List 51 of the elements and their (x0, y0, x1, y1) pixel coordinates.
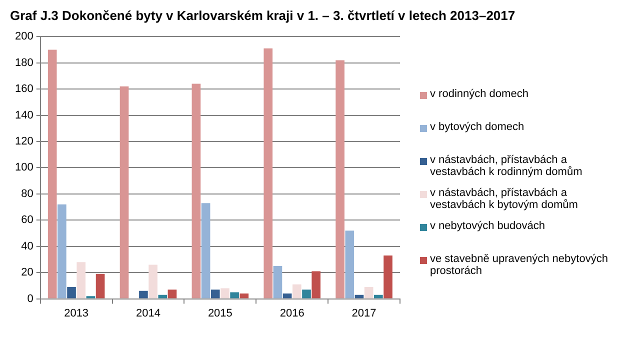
bar (67, 287, 76, 298)
y-tick-label: 200 (14, 30, 34, 43)
legend-label: v nebytových budovách (430, 220, 545, 232)
y-tick-label: 0 (27, 292, 34, 305)
bar (58, 204, 66, 298)
bar (292, 284, 302, 298)
legend-label: ve stavebně upravených nebytových prostorách (430, 253, 609, 277)
y-tick-label: 60 (21, 214, 34, 226)
y-tick-label: 160 (14, 83, 34, 96)
bar (120, 86, 129, 298)
bar (364, 287, 374, 298)
bar (192, 84, 201, 298)
bar (230, 292, 239, 298)
bar (264, 48, 273, 298)
x-tick-label: 2013 (64, 307, 89, 320)
y-tick-label: 120 (14, 136, 34, 148)
x-tick-label: 2015 (208, 307, 232, 320)
bar (312, 271, 320, 298)
legend-label: v rodinných domech (430, 88, 528, 100)
y-tick-label: 40 (21, 240, 34, 252)
bar (158, 294, 168, 298)
bar (240, 294, 249, 298)
bar (273, 266, 282, 298)
bar (354, 294, 364, 298)
y-tick-label: 180 (14, 56, 34, 69)
bar (345, 230, 354, 298)
bar (48, 50, 57, 298)
bar (282, 294, 292, 298)
bar (76, 262, 86, 298)
bar (384, 256, 392, 298)
legend-label: v nástavbách, přístavbách a vestavbách k rodinným domům (430, 154, 584, 178)
legend-label: v bytových domech (430, 121, 524, 133)
x-tick-label: 2014 (136, 307, 160, 320)
bar (139, 290, 148, 298)
y-tick-label: 140 (14, 109, 34, 122)
y-tick-label: 20 (21, 266, 34, 279)
chart-title: Graf J.3 Dokončené byty v Karlovarském kraji v 1. – 3. čtvrtletí v letech 2013–2017 (9, 8, 516, 25)
x-tick-label: 2017 (352, 307, 376, 320)
y-tick-label: 100 (14, 162, 34, 174)
x-tick-label: 2016 (280, 307, 304, 320)
y-tick-label: 80 (21, 188, 34, 200)
bar (96, 274, 105, 298)
bar (148, 264, 158, 298)
bar (168, 290, 177, 298)
bar (220, 288, 230, 298)
bar (201, 203, 210, 298)
bar (374, 294, 383, 298)
bar (210, 290, 220, 298)
legend-label: v nástavbách, přístavbách a vestavbách k bytovým domům (430, 187, 579, 211)
bar (336, 60, 344, 298)
bar (302, 290, 311, 298)
